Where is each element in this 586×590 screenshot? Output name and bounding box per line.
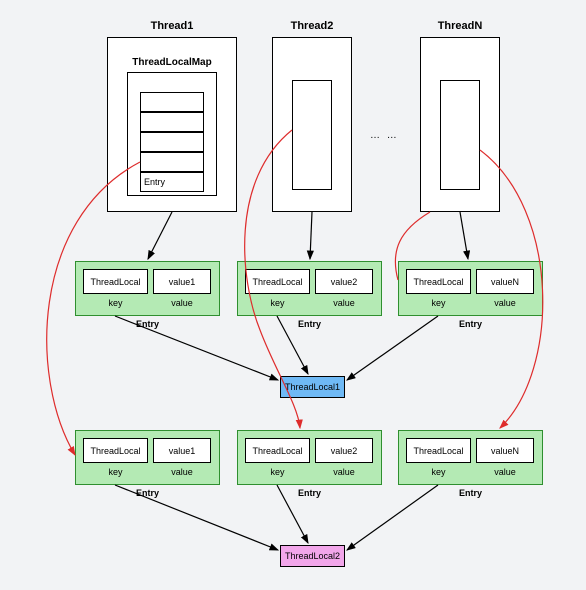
thread2-label: Thread2 [280,20,344,32]
entry-key-sub: key [245,298,310,308]
entry-key-sub: key [406,467,471,477]
entry-key: ThreadLocal [406,438,471,463]
entry-value: value2 [315,269,373,294]
entry-value: value2 [315,438,373,463]
entry-value-sub: value [476,467,534,477]
threadlocal2-box: ThreadLocal2 [280,545,345,567]
tlm-entry-label: Entry [144,177,165,187]
entry-value-sub: value [153,467,211,477]
tlm-row [140,152,204,172]
entry-key-sub: key [406,298,471,308]
entry-value: valueN [476,438,534,463]
entry-value-sub: value [315,467,373,477]
entry-key: ThreadLocal [245,438,310,463]
entry-value: value1 [153,438,211,463]
thread2-inner [292,80,332,190]
entry-title: Entry [237,319,382,329]
threadlocalmap-label: ThreadLocalMap [127,57,217,68]
entry-key: ThreadLocal [406,269,471,294]
entry-key: ThreadLocal [83,438,148,463]
threadn-inner [440,80,480,190]
threadlocal1-box: ThreadLocal1 [280,376,345,398]
entry-value: value1 [153,269,211,294]
tlm-row [140,112,204,132]
tlm-row [140,132,204,152]
entry-key-sub: key [83,298,148,308]
entry-value-sub: value [153,298,211,308]
entry-title: Entry [237,488,382,498]
entry-key: ThreadLocal [245,269,310,294]
threads-ellipsis: … … [370,130,399,141]
entry-key-sub: key [245,467,310,477]
entry-title: Entry [398,488,543,498]
entry-value-sub: value [476,298,534,308]
entry-title: Entry [398,319,543,329]
entry-key: ThreadLocal [83,269,148,294]
entry-value: valueN [476,269,534,294]
entry-title: Entry [75,319,220,329]
tlm-row [140,92,204,112]
threadn-label: ThreadN [428,20,492,32]
entry-key-sub: key [83,467,148,477]
entry-value-sub: value [315,298,373,308]
entry-title: Entry [75,488,220,498]
thread1-label: Thread1 [140,20,204,32]
